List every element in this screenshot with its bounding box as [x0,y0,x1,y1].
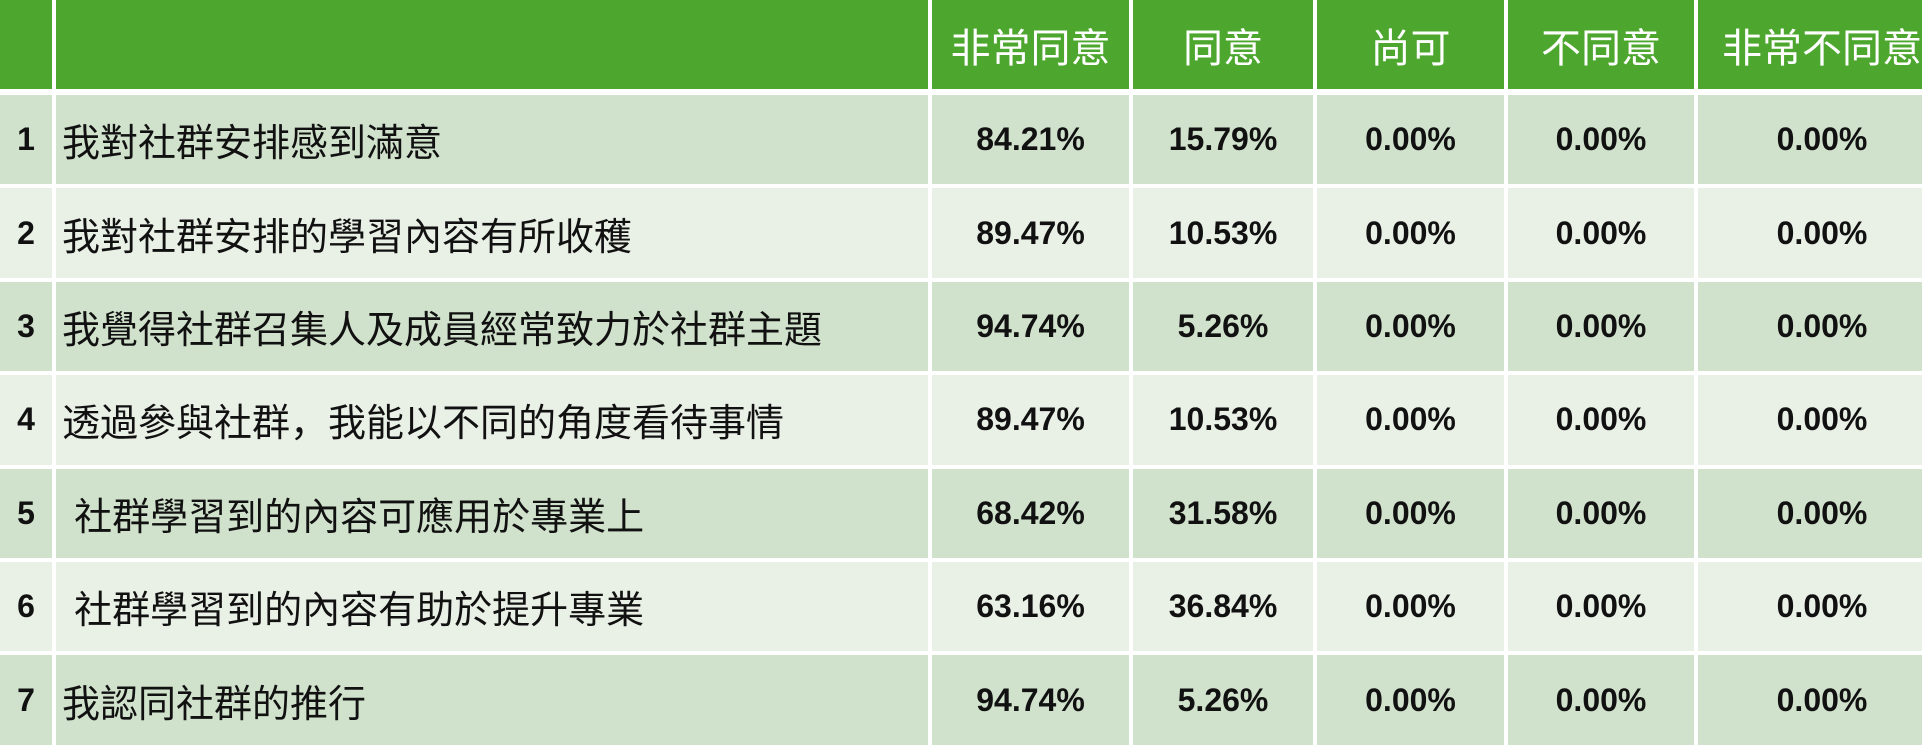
value-cell: 36.84% [1133,561,1313,656]
row-statement: 社群學習到的內容可應用於專業上 [56,468,928,562]
row-statement: 我覺得社群召集人及成員經常致力於社群主題 [56,281,928,376]
row-statement: 我對社群安排的學習內容有所收穫 [56,188,928,282]
value-cell: 68.42% [932,468,1129,562]
column-header-strongly-agree: 非常同意 [932,0,1129,95]
value-cell: 0.00% [1698,95,1922,189]
value-cell: 0.00% [1698,468,1922,562]
row-statement: 我認同社群的推行 [56,655,928,749]
value-cell: 0.00% [1698,375,1922,469]
value-cell: 0.00% [1317,468,1504,562]
row-number: 6 [0,561,52,656]
column-header-agree: 同意 [1133,0,1313,95]
value-cell: 0.00% [1698,561,1922,656]
value-cell: 5.26% [1133,655,1313,749]
row-number: 1 [0,95,52,189]
value-cell: 0.00% [1317,375,1504,469]
value-cell: 0.00% [1508,655,1694,749]
row-statement: 社群學習到的內容有助於提升專業 [56,561,928,656]
column-header-strongly-disagree: 非常不同意 [1698,0,1922,95]
value-cell: 10.53% [1133,188,1313,282]
row-statement: 透過參與社群，我能以不同的角度看待事情 [56,375,928,469]
value-cell: 0.00% [1508,375,1694,469]
row-number: 3 [0,281,52,376]
row-number: 7 [0,655,52,749]
value-cell: 0.00% [1698,655,1922,749]
value-cell: 63.16% [932,561,1129,656]
value-cell: 0.00% [1317,281,1504,376]
row-number: 4 [0,375,52,469]
value-cell: 94.74% [932,655,1129,749]
value-cell: 0.00% [1508,561,1694,656]
value-cell: 0.00% [1317,188,1504,282]
value-cell: 0.00% [1317,561,1504,656]
value-cell: 0.00% [1698,188,1922,282]
column-header-disagree: 不同意 [1508,0,1694,95]
row-number: 5 [0,468,52,562]
value-cell: 84.21% [932,95,1129,189]
value-cell: 10.53% [1133,375,1313,469]
value-cell: 0.00% [1508,188,1694,282]
value-cell: 5.26% [1133,281,1313,376]
value-cell: 89.47% [932,188,1129,282]
value-cell: 15.79% [1133,95,1313,189]
value-cell: 0.00% [1508,468,1694,562]
value-cell: 0.00% [1698,281,1922,376]
header-corner-number [0,0,52,95]
value-cell: 0.00% [1317,655,1504,749]
value-cell: 31.58% [1133,468,1313,562]
value-cell: 0.00% [1317,95,1504,189]
row-number: 2 [0,188,52,282]
value-cell: 0.00% [1508,281,1694,376]
row-statement: 我對社群安排感到滿意 [56,95,928,189]
header-corner-statement [56,0,928,95]
value-cell: 94.74% [932,281,1129,376]
value-cell: 89.47% [932,375,1129,469]
column-header-neutral: 尚可 [1317,0,1504,95]
value-cell: 0.00% [1508,95,1694,189]
